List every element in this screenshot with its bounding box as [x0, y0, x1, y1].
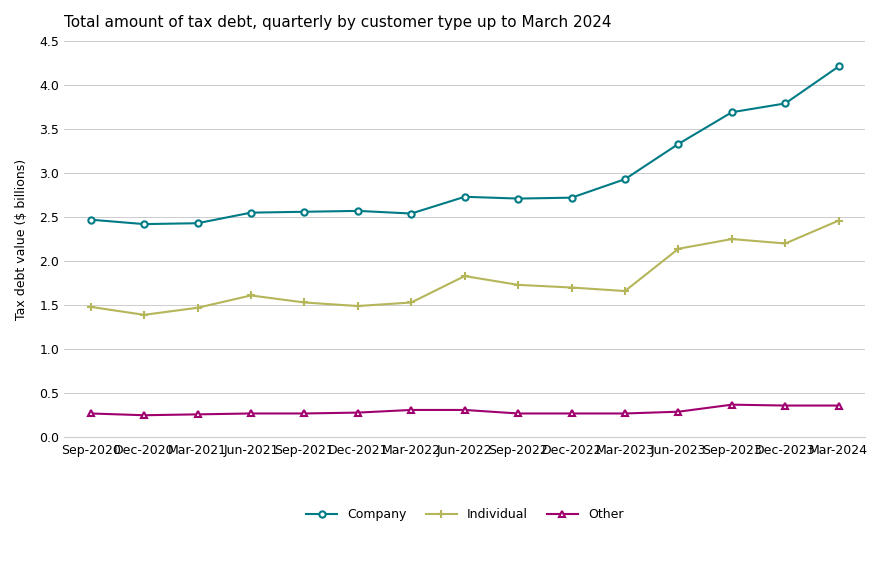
Individual: [406, 299, 416, 306]
Company: [192, 220, 203, 227]
Company: [299, 208, 309, 215]
Individual: [192, 304, 203, 311]
Other: [619, 410, 630, 417]
Other: [779, 402, 789, 409]
Company: [619, 176, 630, 183]
Company: [352, 207, 362, 214]
Other: [192, 411, 203, 418]
Company: [406, 210, 416, 217]
Company: [138, 220, 149, 227]
Individual: [833, 217, 843, 224]
Company: [565, 194, 576, 201]
Individual: [619, 287, 630, 294]
Individual: [299, 299, 309, 306]
Company: [245, 209, 256, 216]
Individual: [459, 272, 470, 279]
Y-axis label: Tax debt value ($ billions): Tax debt value ($ billions): [15, 159, 28, 320]
Individual: [672, 245, 683, 252]
Individual: [85, 304, 96, 310]
Other: [565, 410, 576, 417]
Individual: [726, 235, 736, 242]
Other: [138, 412, 149, 419]
Individual: [565, 284, 576, 291]
Other: [85, 410, 96, 417]
Other: [245, 410, 256, 417]
Other: [672, 409, 683, 415]
Other: [512, 410, 523, 417]
Line: Other: Other: [88, 402, 841, 418]
Individual: [245, 292, 256, 299]
Other: [459, 406, 470, 413]
Other: [726, 401, 736, 408]
Company: [726, 109, 736, 116]
Company: [672, 140, 683, 147]
Individual: [779, 240, 789, 247]
Other: [299, 410, 309, 417]
Other: [352, 409, 362, 416]
Text: Total amount of tax debt, quarterly by customer type up to March 2024: Total amount of tax debt, quarterly by c…: [64, 15, 610, 30]
Other: [406, 406, 416, 413]
Company: [459, 193, 470, 200]
Other: [833, 402, 843, 409]
Individual: [138, 312, 149, 319]
Company: [833, 63, 843, 70]
Individual: [512, 282, 523, 288]
Company: [85, 216, 96, 223]
Company: [779, 100, 789, 107]
Legend: Company, Individual, Other: Company, Individual, Other: [300, 503, 627, 526]
Line: Individual: Individual: [87, 216, 842, 319]
Individual: [352, 302, 362, 309]
Company: [512, 195, 523, 202]
Line: Company: Company: [88, 63, 841, 227]
